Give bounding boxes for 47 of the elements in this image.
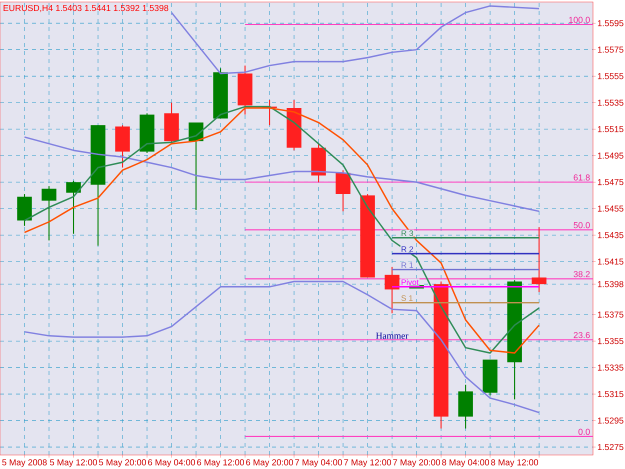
y-tick-label: 1.5355 (598, 338, 624, 344)
x-tick-label: 7 May 12:00 (344, 459, 392, 468)
annotation: 38.2 (574, 271, 590, 278)
x-tick-label: 8 May 12:00 (491, 459, 538, 468)
annotation: 0.0 (578, 428, 590, 435)
y-tick-label: 1.5335 (598, 364, 624, 371)
annotation: 50.0 (574, 222, 590, 228)
series-label: Pivot (402, 279, 419, 286)
series-label: S 1 (401, 295, 413, 301)
y-tick-label: 1.5295 (598, 418, 624, 424)
x-tick-label: 5 May 2008 (2, 459, 47, 468)
y-tick-label: 1.5415 (598, 258, 624, 265)
candlestick (336, 170, 350, 212)
y-tick-label: 1.5595 (598, 20, 624, 26)
x-tick-label: 5 May 12:00 (50, 459, 98, 468)
annotation: 23.6 (574, 332, 590, 338)
y-tick-label: 1.5315 (598, 391, 624, 398)
y-tick-label: 1.5515 (598, 126, 624, 132)
y-tick-label: 1.5455 (598, 206, 624, 212)
candlestick (532, 226, 546, 293)
x-tick-label: 7 May 20:00 (393, 459, 440, 468)
annotation: Hammer (376, 332, 408, 339)
candlestick (42, 186, 56, 241)
y-tick-label: 1.5435 (598, 232, 624, 238)
y-tick-label: 1.5275 (598, 444, 624, 450)
x-tick-label: 6 May 04:00 (148, 459, 196, 468)
annotation: 61.8 (574, 174, 590, 181)
x-tick-label: 6 May 20:00 (246, 459, 294, 468)
candlestick (17, 194, 32, 226)
annotation: 100.0 (569, 16, 590, 23)
y-tick-label: 1.5575 (598, 46, 624, 53)
y-tick-label: 1.5495 (598, 152, 624, 159)
y-tick-label: 1.5375 (598, 312, 624, 318)
candlestick (66, 180, 81, 234)
chart-title: EURUSD,H4 1.5403 1.5441 1.5392 1.5398 (4, 4, 168, 12)
x-tick-label: 7 May 04:00 (295, 459, 342, 468)
series-label: R 2 (402, 246, 414, 252)
y-tick-label: 1.5555 (598, 73, 624, 80)
x-tick-label: 6 May 12:00 (197, 459, 244, 468)
candlestick (384, 266, 400, 314)
series-label: R 1 (402, 262, 414, 268)
y-tick-label: 1.5475 (598, 179, 624, 186)
x-tick-label: 5 May 20:00 (99, 459, 146, 468)
series-label: R 3 (402, 230, 414, 236)
y-tick-label: 1.5398 (598, 281, 624, 288)
x-tick-label: 8 May 04:00 (442, 459, 490, 468)
y-tick-label: 1.5535 (598, 100, 624, 106)
